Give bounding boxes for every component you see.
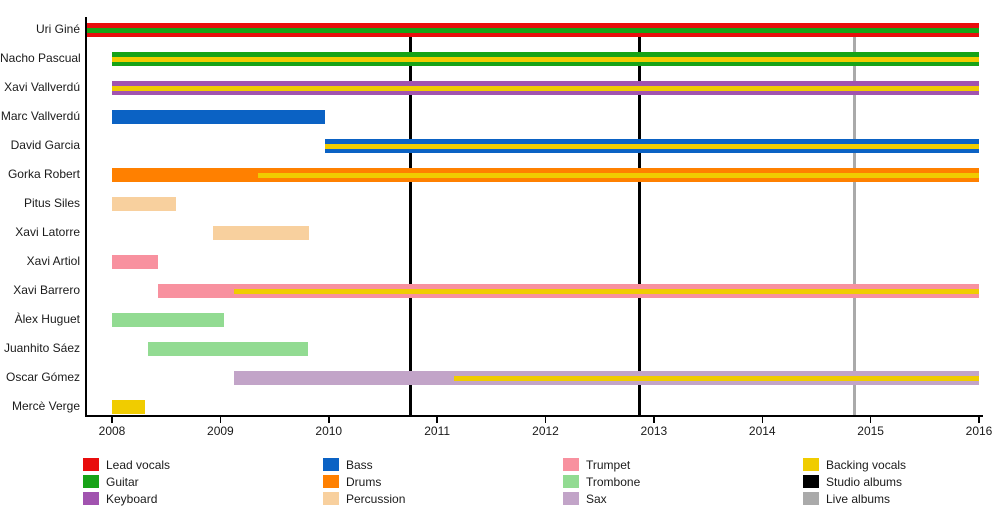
member-label: Xavi Vallverdú xyxy=(4,80,80,94)
member-label: Juanhito Sáez xyxy=(3,341,80,355)
trumpet-legend-swatch xyxy=(563,458,579,471)
legend-label: Studio albums xyxy=(826,475,903,489)
live_albums-legend-swatch xyxy=(803,492,819,505)
year-label: 2009 xyxy=(207,424,234,438)
member-label: Pitus Siles xyxy=(23,196,80,210)
legend-label: Trombone xyxy=(586,475,641,489)
year-tick xyxy=(653,416,655,423)
y-axis-line xyxy=(85,17,87,415)
timeline-bar xyxy=(87,23,979,37)
year-label: 2014 xyxy=(748,424,776,438)
year-tick xyxy=(436,416,438,423)
timeline-bar xyxy=(112,255,158,269)
drums-legend-swatch xyxy=(323,475,339,488)
studio-album-line xyxy=(638,37,642,415)
timeline-bar-stripe xyxy=(112,85,979,91)
plot-area: Uri Giné Nacho Pascual Xavi Vallverdú Marc … xyxy=(0,17,993,438)
member-label: Oscar Gómez xyxy=(5,370,80,384)
trombone-legend-swatch xyxy=(563,475,579,488)
timeline-bar xyxy=(212,226,310,240)
timeline-bar xyxy=(234,371,979,385)
timeline-bar xyxy=(112,400,145,414)
timeline-bar-stripe xyxy=(325,143,979,149)
bass-legend-swatch xyxy=(323,458,339,471)
timeline-bar xyxy=(112,81,979,95)
year-label: 2016 xyxy=(965,424,993,438)
year-tick xyxy=(978,416,980,423)
timeline-bar-stripe xyxy=(87,27,979,33)
member-label: Xavi Artiol xyxy=(26,254,80,268)
timeline-bar xyxy=(112,168,979,182)
legend-label: Bass xyxy=(346,458,373,472)
timeline-bar-stripe xyxy=(454,375,979,381)
studio-album-line xyxy=(408,37,412,415)
legend-label: Live albums xyxy=(826,492,891,506)
year-tick xyxy=(544,416,547,423)
live-album-line xyxy=(852,37,856,415)
member-label: Xavi Latorre xyxy=(15,225,80,239)
member-label: Xavi Barrero xyxy=(13,283,80,297)
legend-label: Sax xyxy=(586,492,607,506)
timeline-bar xyxy=(157,284,979,298)
member-label: Uri Giné xyxy=(35,22,80,36)
timeline-bar-stripe xyxy=(258,172,979,178)
timeline-bar-stripe xyxy=(112,56,979,62)
timeline-bar xyxy=(112,313,224,327)
year-label: 2010 xyxy=(315,424,343,438)
legend-label: Keyboard xyxy=(106,492,158,506)
legend-label: Guitar xyxy=(106,475,139,489)
member-label: Gorka Robert xyxy=(7,167,80,181)
legend-label: Backing vocals xyxy=(826,458,907,472)
sax-legend-swatch xyxy=(563,492,579,505)
year-label: 2013 xyxy=(640,424,668,438)
timeline-bar xyxy=(112,52,979,66)
year-tick xyxy=(869,416,872,423)
timeline-bar xyxy=(112,110,326,124)
year-label: 2011 xyxy=(424,424,451,438)
keyboard-legend-swatch xyxy=(83,492,99,505)
member-label: Àlex Huguet xyxy=(14,312,80,326)
member-label: Marc Vallverdú xyxy=(0,109,80,123)
year-tick xyxy=(219,416,222,423)
legend-label: Trumpet xyxy=(586,458,631,472)
member-label: Nacho Pascual xyxy=(0,51,81,65)
timeline-bar xyxy=(147,342,309,356)
legend-label: Percussion xyxy=(346,492,406,506)
legend: Lead vocals Guitar Keyboard Bass Drums Percus… xyxy=(0,450,1000,515)
year-tick xyxy=(111,416,113,423)
year-tick xyxy=(761,416,763,423)
studio_albums-legend-swatch xyxy=(803,475,819,488)
legend-label: Lead vocals xyxy=(106,458,171,472)
year-label: 2012 xyxy=(532,424,559,438)
member-label: David Garcia xyxy=(10,138,80,152)
lead_vocals-legend-swatch xyxy=(83,458,99,471)
year-tick xyxy=(328,416,330,423)
timeline-bar-stripe xyxy=(234,288,979,294)
member-label: Mercè Verge xyxy=(11,399,80,413)
year-label: 2015 xyxy=(857,424,884,438)
guitar-legend-swatch xyxy=(83,475,99,488)
backing_vocals-legend-swatch xyxy=(803,458,819,471)
timeline-bar xyxy=(112,197,176,211)
year-label: 2008 xyxy=(98,424,126,438)
x-axis-line xyxy=(85,415,983,417)
percussion-legend-swatch xyxy=(323,492,339,505)
legend-label: Drums xyxy=(346,475,382,489)
timeline-bar xyxy=(325,139,979,153)
